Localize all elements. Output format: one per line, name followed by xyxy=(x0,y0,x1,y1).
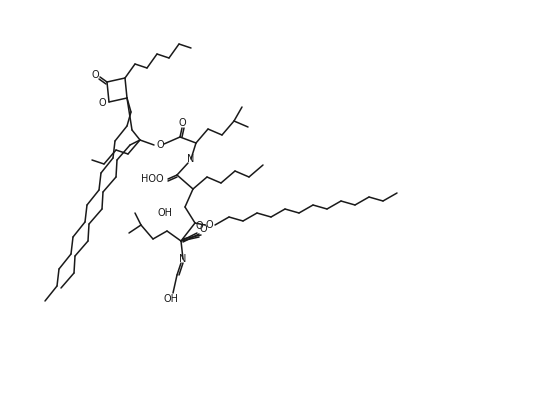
Text: O: O xyxy=(178,118,186,128)
Text: OH: OH xyxy=(163,294,179,304)
Text: OH: OH xyxy=(158,208,173,218)
Text: O: O xyxy=(155,174,163,184)
Text: O: O xyxy=(156,140,164,150)
Text: N: N xyxy=(187,154,195,164)
Text: N: N xyxy=(179,254,187,264)
Text: O: O xyxy=(91,70,99,80)
Text: O: O xyxy=(98,98,106,108)
Text: O: O xyxy=(195,221,203,231)
Text: O: O xyxy=(199,224,207,234)
Text: O: O xyxy=(205,220,213,230)
Text: HO: HO xyxy=(141,174,157,184)
